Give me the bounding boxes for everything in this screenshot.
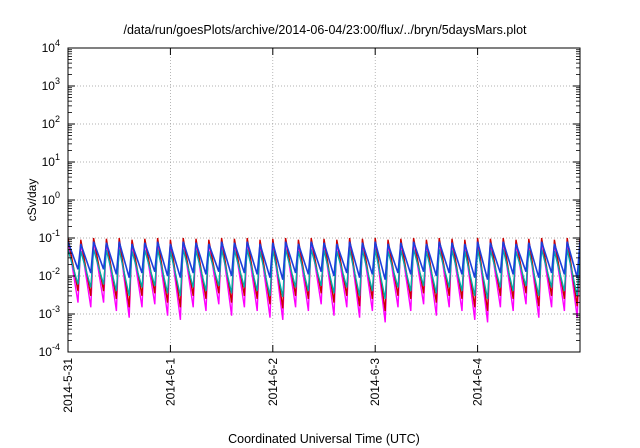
x-tick-label: 2014-6-2: [266, 358, 280, 406]
grid-lines: [68, 48, 580, 352]
x-tick-label: 2014-5-31: [61, 358, 75, 413]
y-tick-label: 10-3: [39, 304, 60, 321]
y-tick-label: 10-2: [39, 266, 60, 283]
y-tick-label: 10-4: [39, 342, 60, 359]
x-tick-label: 2014-6-3: [368, 358, 382, 406]
y-tick-label: 10-1: [39, 228, 60, 245]
series-line: [68, 241, 580, 280]
y-tick-label: 102: [42, 114, 60, 131]
x-axis-label: Coordinated Universal Time (UTC): [228, 432, 420, 446]
x-tick-label: 2014-6-4: [471, 358, 485, 406]
y-tick-label: 103: [42, 76, 60, 93]
y-axis: 10-4 10-3 10-2 10-1 100 101 102 103 104: [39, 38, 580, 359]
y-axis-label: cSv/day: [25, 179, 39, 222]
y-tick-label: 100: [42, 190, 60, 207]
x-tick-label: 2014-6-1: [163, 358, 177, 406]
series-group: [68, 237, 580, 323]
y-tick-label: 104: [42, 38, 60, 55]
chart-title: /data/run/goesPlots/archive/2014-06-04/2…: [123, 23, 527, 37]
series-line: [68, 249, 580, 300]
y-tick-label: 101: [42, 152, 60, 169]
x-axis: 2014-5-31 2014-6-1 2014-6-2 2014-6-3 2014-6-…: [61, 48, 485, 413]
